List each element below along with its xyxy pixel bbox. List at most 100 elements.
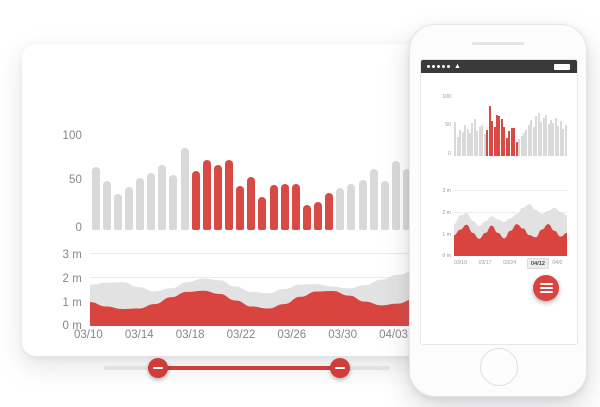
bar-chart-bar[interactable] <box>258 196 267 230</box>
phone-bar-chart-bar[interactable] <box>471 123 474 156</box>
date-tick-label: 03/26 <box>277 329 307 341</box>
bar-chart-bar[interactable] <box>347 183 356 230</box>
phone-bar-chart-bar[interactable] <box>564 124 567 156</box>
wifi-icon: ▲ <box>454 63 461 70</box>
bar-chart-bar[interactable] <box>280 183 289 230</box>
phone-bar-chart-bar[interactable] <box>552 123 555 156</box>
phone-bar-chart-bar[interactable] <box>542 118 545 156</box>
phone-bar-chart-bar[interactable] <box>547 124 550 156</box>
phone-bar-chart-bar[interactable] <box>483 134 486 156</box>
area-chart[interactable] <box>90 253 446 326</box>
phone-area-chart[interactable] <box>454 190 567 256</box>
phone-bar-chart-bar[interactable] <box>518 138 521 156</box>
bar-chart-bar[interactable] <box>403 169 412 230</box>
bar-chart-bar[interactable] <box>358 180 367 230</box>
bar-axis-label-100: 100 <box>62 130 82 142</box>
selected-date-badge[interactable]: 04/12 <box>527 258 549 269</box>
area-axis-label-1m: 1 m <box>62 297 82 309</box>
bar-chart-bar[interactable] <box>202 160 211 230</box>
phone-bar-chart-bar[interactable] <box>503 126 506 156</box>
phone-bar-chart-bar[interactable] <box>456 136 459 156</box>
phone-bar-chart-bar[interactable] <box>523 133 525 156</box>
bar-chart-bar[interactable] <box>213 165 222 230</box>
gridline-3m <box>90 253 446 254</box>
phone-bar-chart-bar[interactable] <box>532 127 535 156</box>
phone-bar-chart-bar[interactable] <box>557 126 560 156</box>
bar-chart-bar[interactable] <box>314 201 323 230</box>
phone-bar-chart-bar[interactable] <box>520 136 523 156</box>
bar-chart-bar[interactable] <box>247 177 256 230</box>
phone-bar-chart-bar[interactable] <box>505 138 508 156</box>
menu-fab-button[interactable] <box>533 275 559 301</box>
phone-bar-chart-bar[interactable] <box>554 118 557 156</box>
bar-chart-bar[interactable] <box>380 181 389 230</box>
bar-chart-bar[interactable] <box>124 186 133 230</box>
bar-chart-bar[interactable] <box>102 181 111 230</box>
phone-bar-chart-bar[interactable] <box>527 124 530 156</box>
phone-bar-chart-bar[interactable] <box>515 141 518 156</box>
phone-bar-chart-bar[interactable] <box>498 116 501 156</box>
hamburger-menu-icon <box>539 283 553 285</box>
phone-bar-chart-bar[interactable] <box>488 105 491 156</box>
date-range-slider[interactable] <box>104 358 390 378</box>
phone-bar-chart-bar[interactable] <box>486 129 489 156</box>
phone-bar-chart-bar[interactable] <box>540 121 543 156</box>
phone-bar-chart-bar[interactable] <box>466 129 469 156</box>
bar-chart-bar[interactable] <box>180 147 189 230</box>
phone-bar-chart[interactable] <box>454 96 567 156</box>
phone-bar-chart-bar[interactable] <box>513 128 516 156</box>
phone-bar-chart-bar[interactable] <box>525 129 528 156</box>
home-button[interactable] <box>480 348 518 386</box>
phone-bar-chart-bar[interactable] <box>464 124 467 156</box>
phone-bar-chart-bar[interactable] <box>550 120 553 156</box>
bar-chart-bar[interactable] <box>391 161 400 230</box>
phone-bar-chart-bar[interactable] <box>562 129 565 156</box>
phone-bar-chart-bar[interactable] <box>481 124 484 156</box>
bar-chart-bar[interactable] <box>91 167 100 230</box>
area-axis-label-3m: 3 m <box>62 249 82 261</box>
phone-bar-chart-bar[interactable] <box>537 112 540 156</box>
bar-chart-bar[interactable] <box>325 192 334 230</box>
bar-chart-bar[interactable] <box>225 160 234 230</box>
phone-bar-chart-bar[interactable] <box>468 133 471 156</box>
phone-bar-chart-bar[interactable] <box>510 128 513 156</box>
bar-chart-bar[interactable] <box>336 187 345 230</box>
phone-bar-axis-label-0: 0 <box>448 151 451 157</box>
date-tick-label: 03/10 <box>74 329 103 341</box>
slider-selected-range[interactable] <box>158 366 340 370</box>
phone-area-axis-label-3m: 3 m <box>442 188 451 194</box>
phone-bar-chart-bar[interactable] <box>530 120 533 156</box>
phone-bar-chart-bar[interactable] <box>476 130 479 156</box>
phone-bar-chart-bar[interactable] <box>478 127 481 156</box>
phone-bar-chart-bar[interactable] <box>454 122 457 156</box>
phone-bar-chart-bar[interactable] <box>491 121 494 156</box>
bar-chart-bar[interactable] <box>147 173 156 230</box>
phone-bar-chart-bar[interactable] <box>461 132 464 156</box>
phone-bar-chart-bar[interactable] <box>493 127 496 156</box>
phone-bar-chart-bar[interactable] <box>500 118 503 156</box>
phone-gridline-3m <box>454 190 567 191</box>
bar-chart-bar[interactable] <box>236 185 245 230</box>
phone-bar-chart-bar[interactable] <box>473 118 476 156</box>
bar-chart-bar[interactable] <box>136 178 145 230</box>
bar-chart-bar[interactable] <box>169 175 178 230</box>
phone-bar-chart-bar[interactable] <box>545 115 548 156</box>
signal-dot-icon <box>437 65 440 68</box>
phone-bar-chart-bar[interactable] <box>495 114 498 156</box>
slider-handle-left[interactable] <box>148 358 168 378</box>
bar-chart[interactable] <box>90 132 446 230</box>
bar-chart-bar[interactable] <box>369 169 378 230</box>
phone-bar-chart-bar[interactable] <box>508 131 511 156</box>
bar-chart-bar[interactable] <box>191 171 200 230</box>
slider-handle-right[interactable] <box>330 358 350 378</box>
phone-bar-chart-bar[interactable] <box>459 130 462 156</box>
phone-bar-chart-bar[interactable] <box>535 116 538 156</box>
bar-chart-bar[interactable] <box>113 193 122 230</box>
bar-chart-bar[interactable] <box>302 204 311 230</box>
phone-area-chart-svg <box>454 204 567 256</box>
bar-chart-bar[interactable] <box>269 184 278 230</box>
bar-chart-bar[interactable] <box>158 165 167 230</box>
phone-bar-chart-bar[interactable] <box>559 121 562 156</box>
bar-chart-bar[interactable] <box>291 183 300 230</box>
